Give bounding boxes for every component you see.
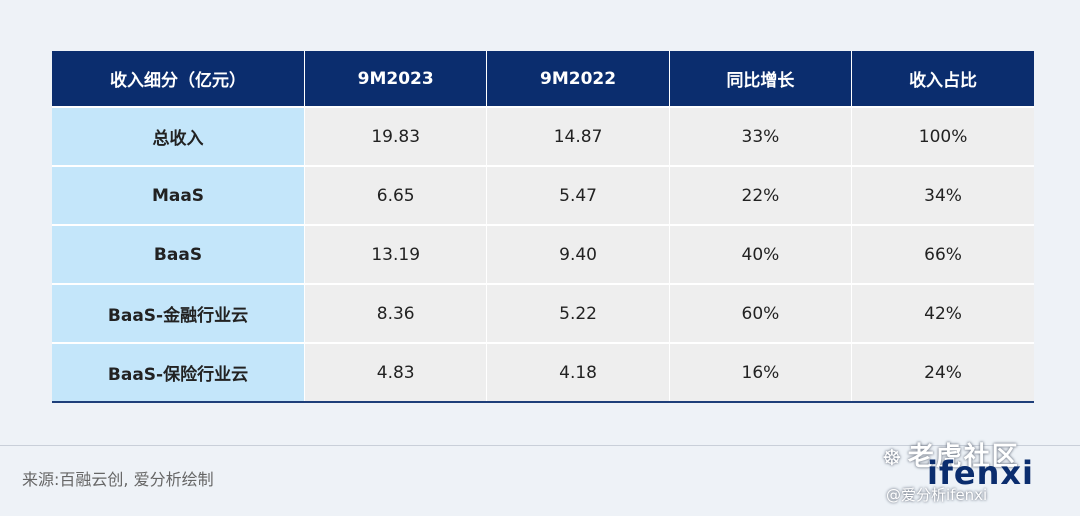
ifenxi-logo: ifenxi bbox=[927, 454, 1034, 492]
table-cell: 34% bbox=[851, 165, 1034, 225]
header-cell: 9M2022 bbox=[486, 51, 670, 107]
table-cell: 22% bbox=[668, 165, 852, 225]
table-cell: 5.47 bbox=[486, 165, 670, 225]
table-row: MaaS 6.65 5.47 22% 34% bbox=[52, 165, 1034, 225]
table-cell: 14.87 bbox=[486, 106, 670, 166]
table-cell: 100% bbox=[851, 106, 1034, 166]
table-cell: 5.22 bbox=[486, 283, 670, 343]
table-cell: 40% bbox=[668, 224, 852, 284]
row-label: BaaS-保险行业云 bbox=[52, 342, 305, 403]
row-label: MaaS bbox=[52, 165, 305, 225]
table-cell: 66% bbox=[851, 224, 1034, 284]
table-cell: 60% bbox=[668, 283, 852, 343]
header-cell: 收入细分（亿元） bbox=[52, 51, 305, 107]
table-row: BaaS 13.19 9.40 40% 66% bbox=[52, 224, 1034, 284]
table-cell: 8.36 bbox=[303, 283, 487, 343]
header-cell: 9M2023 bbox=[303, 51, 487, 107]
revenue-table-container: 收入细分（亿元） 9M2023 9M2022 同比增长 收入占比 总收入 19.… bbox=[52, 51, 1034, 403]
table-row: 总收入 19.83 14.87 33% 100% bbox=[52, 106, 1034, 166]
table-row: BaaS-金融行业云 8.36 5.22 60% 42% bbox=[52, 283, 1034, 343]
table-cell: 9.40 bbox=[486, 224, 670, 284]
community-name: 老虎社区 bbox=[907, 442, 1020, 472]
header-cell: 收入占比 bbox=[851, 51, 1034, 107]
table-cell: 4.83 bbox=[303, 342, 487, 403]
table-cell: 13.19 bbox=[303, 224, 487, 284]
table-header-row: 收入细分（亿元） 9M2023 9M2022 同比增长 收入占比 bbox=[52, 51, 1034, 107]
table-cell: 24% bbox=[851, 342, 1034, 403]
footer-divider bbox=[0, 445, 1080, 446]
table-row: BaaS-保险行业云 4.83 4.18 16% 24% bbox=[52, 342, 1034, 403]
community-watermark: ☸ 老虎社区 bbox=[882, 436, 1020, 473]
row-label: BaaS bbox=[52, 224, 305, 284]
table-cell: 33% bbox=[668, 106, 852, 166]
table-cell: 4.18 bbox=[486, 342, 670, 403]
paw-icon: ☸ bbox=[882, 446, 904, 471]
header-cell: 同比增长 bbox=[668, 51, 852, 107]
table-cell: 19.83 bbox=[303, 106, 487, 166]
table-cell: 6.65 bbox=[303, 165, 487, 225]
source-note: 来源:百融云创, 爱分析绘制 bbox=[22, 470, 214, 489]
table-cell: 16% bbox=[668, 342, 852, 403]
row-label: BaaS-金融行业云 bbox=[52, 283, 305, 343]
author-handle: @爱分析ifenxi bbox=[886, 486, 988, 504]
row-label: 总收入 bbox=[52, 106, 305, 166]
revenue-table: 收入细分（亿元） 9M2023 9M2022 同比增长 收入占比 总收入 19.… bbox=[52, 51, 1034, 403]
watermark: ☸ 老虎社区 ifenxi @爱分析ifenxi bbox=[882, 432, 1062, 516]
table-cell: 42% bbox=[851, 283, 1034, 343]
